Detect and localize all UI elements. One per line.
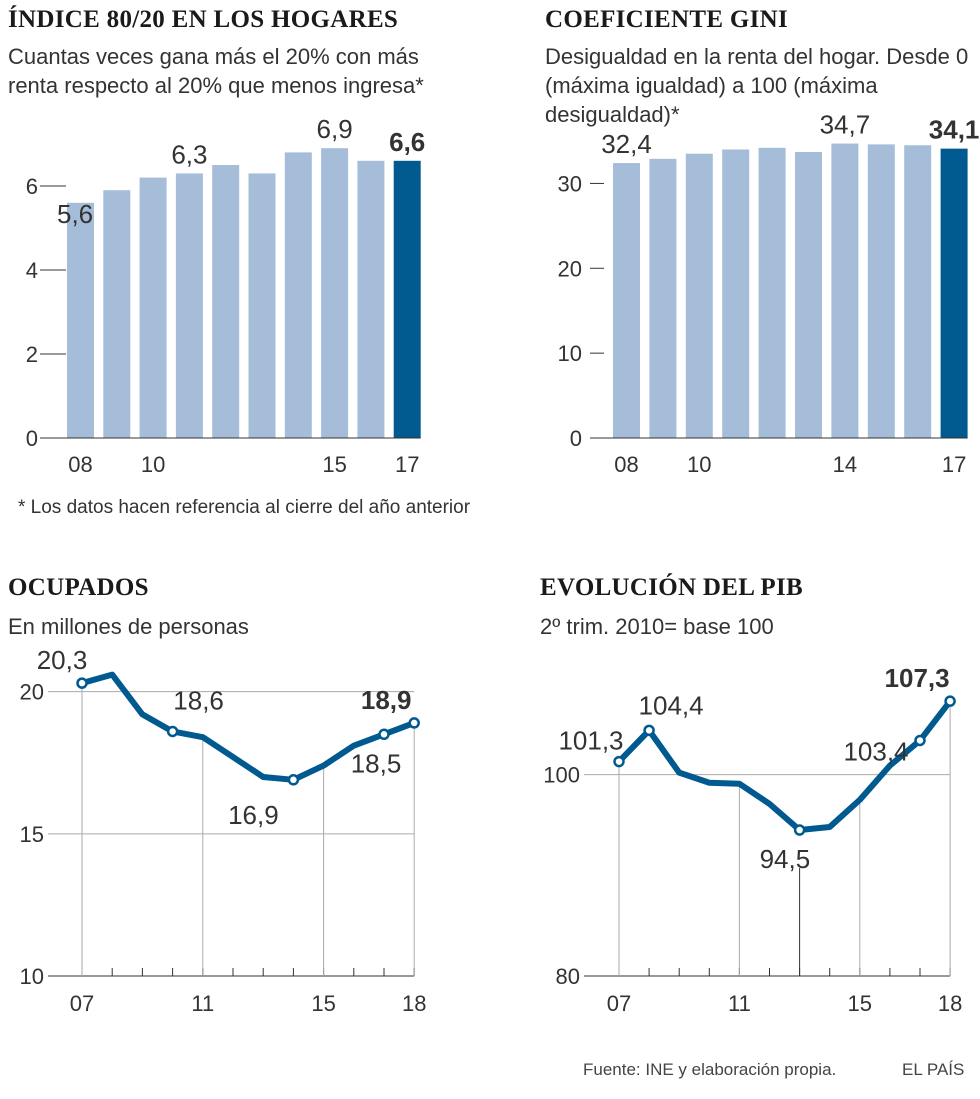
y-tick-label: 10 <box>558 341 582 366</box>
chart3-employed: 10 15 20 07 11 15 18 20,3 18,6 16,9 18,5 18,9 <box>20 645 427 1016</box>
chart4-subtitle: 2º trim. 2010= base 100 <box>540 614 774 639</box>
y-tick-label: 10 <box>20 964 44 989</box>
data-point-marker <box>914 734 926 747</box>
x-tick-label: 17 <box>395 452 419 477</box>
y-tick-label: 20 <box>558 256 582 281</box>
data-label: 16,9 <box>228 800 279 830</box>
bar-14 <box>831 143 859 438</box>
brand-text: EL PAÍS <box>902 1060 965 1079</box>
chart2-gini-coefficient: 0 10 20 30 08 10 14 17 32,4 34,7 34,1 <box>558 110 980 477</box>
data-label: 32,4 <box>601 129 652 159</box>
y-tick-label: 15 <box>20 822 44 847</box>
data-label: 18,9 <box>361 685 412 715</box>
data-label: 18,5 <box>351 748 402 778</box>
chart2-title: COEFICIENTE GINI <box>545 6 789 33</box>
bar-10 <box>139 177 167 438</box>
bar-13 <box>248 173 276 438</box>
data-point-marker <box>76 677 88 689</box>
bar-17 <box>940 148 968 438</box>
data-label: 20,3 <box>37 645 88 675</box>
x-tick-label: 10 <box>141 452 165 477</box>
x-tick-label: 11 <box>191 991 214 1016</box>
chart4-gdp-evolution: 80 100 07 11 15 18 101,3 104,4 94,5 103,4 107,3 <box>543 663 962 1016</box>
data-label: 103,4 <box>843 736 908 766</box>
bar-13 <box>795 152 822 438</box>
y-tick-label: 30 <box>558 171 582 196</box>
data-label: 34,7 <box>820 110 871 140</box>
data-label: 104,4 <box>639 690 704 720</box>
series-line <box>79 671 418 783</box>
chart1-subtitle: Cuantas veces gana más el 20% con más re… <box>8 44 424 98</box>
y-tick-label: 20 <box>20 680 44 705</box>
y-tick-label: 80 <box>556 964 580 989</box>
chart3-title: OCUPADOS <box>8 574 149 601</box>
x-tick-label: 08 <box>68 452 92 477</box>
data-label: 107,3 <box>885 663 950 693</box>
x-tick-label: 14 <box>833 452 857 477</box>
data-label: 101,3 <box>558 726 623 756</box>
x-tick-label: 15 <box>311 991 335 1016</box>
y-tick-label: 0 <box>570 426 582 451</box>
bar-12 <box>758 147 786 438</box>
data-point-marker <box>287 774 300 786</box>
data-label: 5,6 <box>57 199 93 229</box>
bar-10 <box>685 153 713 438</box>
bar-12 <box>212 165 240 438</box>
data-point-marker <box>793 824 806 836</box>
x-tick-label: 18 <box>402 991 426 1016</box>
y-tick-label: 6 <box>26 174 38 199</box>
chart1-title: ÍNDICE 80/20 EN LOS HOGARES <box>8 6 399 33</box>
x-tick-label: 18 <box>938 991 962 1016</box>
footnote: * Los datos hacen referencia al cierre d… <box>18 497 471 518</box>
data-label: 94,5 <box>760 844 811 874</box>
y-tick-label: 2 <box>26 342 38 367</box>
data-label: 6,6 <box>389 127 425 157</box>
bar-08 <box>67 202 94 438</box>
bar-09 <box>649 158 677 438</box>
data-label: 6,9 <box>317 114 353 144</box>
y-tick-label: 4 <box>26 258 38 283</box>
data-point-marker <box>613 755 625 768</box>
series-line <box>616 698 954 834</box>
data-point-marker <box>944 695 956 707</box>
bar-11 <box>175 173 203 438</box>
data-label: 34,1 <box>929 115 980 145</box>
chart1-index-80-20: 0 2 4 6 08 10 15 17 5,6 6,3 6,9 6,6 <box>26 114 426 477</box>
data-point-marker <box>378 728 390 741</box>
bar-15 <box>867 144 895 438</box>
bar-09 <box>103 190 131 438</box>
x-tick-label: 08 <box>614 452 638 477</box>
data-label: 6,3 <box>171 139 207 169</box>
bar-15 <box>321 148 349 438</box>
chart2-subtitle: Desigualdad en la renta del hogar. Desde… <box>545 44 969 127</box>
bar-11 <box>722 149 750 438</box>
chart4-title: EVOLUCIÓN DEL PIB <box>540 574 803 601</box>
x-tick-label: 11 <box>728 991 751 1016</box>
source-text: Fuente: INE y elaboración propia. <box>583 1060 837 1079</box>
chart3-subtitle: En millones de personas <box>8 614 249 639</box>
x-tick-label: 17 <box>942 452 966 477</box>
data-point-marker <box>408 717 420 729</box>
data-point-marker <box>643 724 655 737</box>
bar-14 <box>284 152 312 438</box>
data-label: 18,6 <box>173 685 224 715</box>
x-tick-label: 07 <box>70 991 94 1016</box>
y-tick-label: 100 <box>543 763 580 788</box>
x-tick-label: 15 <box>848 991 872 1016</box>
x-tick-label: 15 <box>322 452 346 477</box>
bar-16 <box>904 145 932 438</box>
x-tick-label: 07 <box>607 991 631 1016</box>
bar-08 <box>613 163 640 438</box>
bar-17 <box>393 160 421 439</box>
data-point-marker <box>166 725 179 738</box>
y-tick-label: 0 <box>26 426 38 451</box>
x-tick-label: 10 <box>687 452 711 477</box>
bar-16 <box>357 160 385 439</box>
